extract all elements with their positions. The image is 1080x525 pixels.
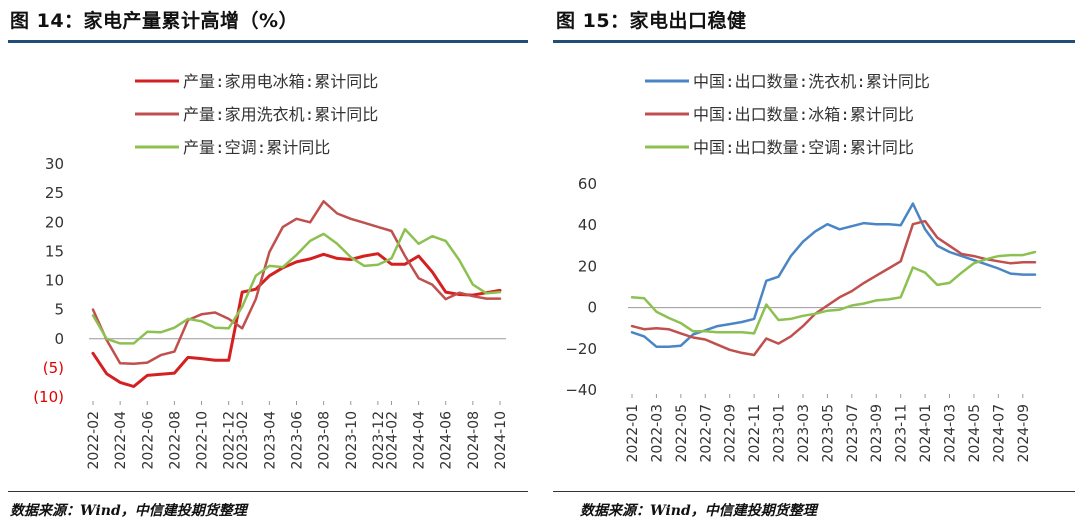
- left-bottom-rule: [8, 491, 528, 492]
- right-xtick-label: 2023-11: [894, 404, 910, 463]
- left-ytick-label: 20: [45, 213, 64, 231]
- right-legend-item-2: 中国:出口数量:空调:累计同比: [645, 138, 914, 157]
- left-xtick-label: 2022-04: [113, 411, 129, 470]
- left-legend-item-0: 产量:家用电冰箱:累计同比: [135, 72, 378, 91]
- left-title-rule: [8, 40, 528, 43]
- right-ytick-label: 0: [587, 299, 597, 317]
- left-xtick-label: 2024-08: [466, 411, 482, 470]
- right-series-line-0: [630, 202, 1037, 348]
- right-xtick-label: 2022-03: [649, 404, 665, 463]
- left-ytick-label: 15: [45, 242, 64, 260]
- left-source-note: 数据来源：Wind，中信建投期货整理: [10, 503, 247, 519]
- left-xtick-label: 2022-02: [86, 411, 102, 470]
- right-ytick-label: −40: [565, 381, 597, 399]
- left-ytick-label: 25: [45, 184, 64, 202]
- right-xtick-label: 2024-01: [918, 404, 934, 463]
- left-series-line-2: [91, 227, 502, 345]
- left-legend-label: 产量:家用洗衣机:累计同比: [183, 105, 378, 124]
- left-series-line-1: [91, 200, 502, 366]
- right-legend-label: 中国:出口数量:空调:累计同比: [693, 138, 914, 157]
- right-xtick-label: 2023-03: [796, 404, 812, 463]
- left-xtick-label: 2023-04: [262, 411, 278, 470]
- right-xtick-label: 2024-03: [943, 404, 959, 463]
- right-legend-label: 中国:出口数量:冰箱:累计同比: [693, 105, 914, 124]
- left-legend-item-1: 产量:家用洗衣机:累计同比: [135, 105, 378, 124]
- right-bottom-rule: [553, 491, 1075, 492]
- right-xtick-label: 2022-09: [723, 404, 739, 463]
- right-legend-item-0: 中国:出口数量:洗衣机:累计同比: [645, 72, 930, 91]
- right-xtick-label: 2023-01: [772, 404, 788, 463]
- left-ytick-label: (10): [33, 388, 64, 406]
- left-series-line-0: [91, 252, 502, 388]
- right-line-chart: 中国:出口数量:洗衣机:累计同比中国:出口数量:冰箱:累计同比中国:出口数量:空…: [565, 72, 1041, 463]
- left-legend-label: 产量:家用电冰箱:累计同比: [183, 72, 378, 91]
- right-xtick-label: 2023-07: [845, 404, 861, 463]
- left-xtick-label: 2024-02: [384, 411, 400, 470]
- right-xtick-label: 2022-05: [674, 404, 690, 463]
- left-xtick-label: 2024-06: [439, 411, 455, 470]
- left-xtick-label: 2022-10: [195, 411, 211, 470]
- left-xtick-label: 2022-12: [222, 411, 238, 470]
- right-ytick-label: 40: [578, 216, 597, 234]
- right-chart-title: 图 15：家电出口稳健: [556, 10, 747, 32]
- right-xtick-label: 2022-11: [747, 404, 763, 463]
- left-legend-label: 产量:空调:累计同比: [183, 138, 330, 157]
- right-legend-item-1: 中国:出口数量:冰箱:累计同比: [645, 105, 914, 124]
- left-ytick-label: 30: [45, 155, 64, 173]
- right-series-line-2: [630, 250, 1037, 335]
- left-xtick-label: 2023-02: [235, 411, 251, 470]
- right-xtick-label: 2024-07: [991, 404, 1007, 463]
- left-ytick-label: (5): [43, 359, 64, 377]
- right-legend-label: 中国:出口数量:洗衣机:累计同比: [693, 72, 930, 91]
- right-xtick-label: 2023-09: [869, 404, 885, 463]
- left-xtick-label: 2024-10: [493, 411, 509, 470]
- left-xtick-label: 2022-08: [167, 411, 183, 470]
- right-ytick-label: −20: [565, 340, 597, 358]
- left-xtick-label: 2022-06: [140, 411, 156, 470]
- left-legend-item-2: 产量:空调:累计同比: [135, 138, 330, 157]
- right-ytick-label: 60: [578, 175, 597, 193]
- left-chart-title: 图 14：家电产量累计高增（%）: [10, 10, 299, 32]
- right-source-note: 数据来源：Wind，中信建投期货整理: [580, 503, 817, 519]
- right-title-rule: [553, 40, 1075, 43]
- right-series-line-1: [630, 219, 1037, 357]
- left-xtick-label: 2024-04: [412, 411, 428, 470]
- left-xtick-label: 2023-06: [290, 411, 306, 470]
- left-xtick-label: 2023-12: [371, 411, 387, 470]
- left-ytick-label: 5: [54, 301, 64, 319]
- right-ytick-label: 20: [578, 257, 597, 275]
- left-xtick-label: 2023-10: [344, 411, 360, 470]
- left-ytick-label: 0: [54, 330, 64, 348]
- right-xtick-label: 2022-07: [698, 404, 714, 463]
- right-xtick-label: 2022-01: [625, 404, 641, 463]
- right-xtick-label: 2023-05: [820, 404, 836, 463]
- right-xtick-label: 2024-09: [1016, 404, 1032, 463]
- left-xtick-label: 2023-08: [317, 411, 333, 470]
- left-ytick-label: 10: [45, 272, 64, 290]
- right-xtick-label: 2024-05: [967, 404, 983, 463]
